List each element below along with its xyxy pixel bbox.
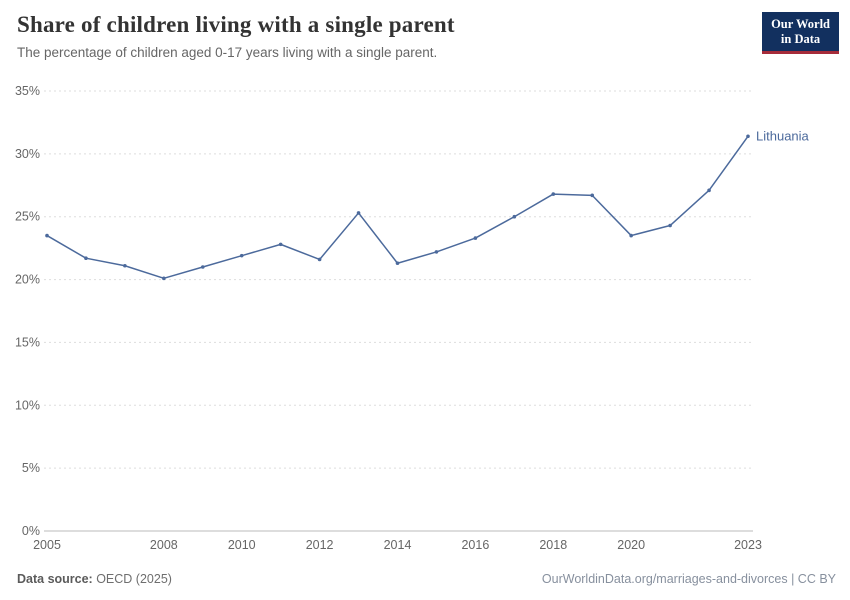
y-tick-label: 15% <box>15 335 40 349</box>
header-text: Share of children living with a single p… <box>17 12 455 60</box>
y-tick-label: 25% <box>15 210 40 224</box>
data-point <box>707 188 711 193</box>
y-tick-label: 20% <box>15 273 40 287</box>
x-tick-label: 2008 <box>150 538 178 552</box>
x-tick-label: 2005 <box>33 538 61 552</box>
data-point <box>317 257 322 262</box>
data-point <box>395 261 400 266</box>
data-point <box>746 134 750 139</box>
x-tick-label: 2010 <box>228 538 256 552</box>
data-point <box>434 250 439 254</box>
data-point <box>512 214 517 219</box>
data-point <box>356 211 361 215</box>
data-point <box>162 276 166 281</box>
logo-text-line1: Our World <box>771 17 830 31</box>
data-point <box>123 263 127 268</box>
data-line <box>46 135 749 280</box>
data-point <box>629 233 633 238</box>
series-end-label: Lithuania <box>756 128 810 143</box>
x-tick-label: 2023 <box>734 538 762 552</box>
data-point <box>239 253 244 258</box>
owid-logo: Our World in Data <box>762 12 839 54</box>
x-tick-label: 2014 <box>384 538 412 552</box>
attribution-link[interactable]: OurWorldinData.org/marriages-and-divorce… <box>541 572 836 586</box>
chart-subtitle: The percentage of children aged 0-17 yea… <box>17 45 438 60</box>
data-point <box>200 265 205 269</box>
data-point <box>551 192 556 196</box>
data-point <box>278 242 283 247</box>
data-source-label: Data source: <box>17 572 93 586</box>
logo-text-line2: in Data <box>780 32 821 46</box>
data-point <box>473 236 478 240</box>
y-tick-label: 0% <box>22 524 40 538</box>
y-tick-label: 30% <box>15 147 40 161</box>
x-tick-label: 2020 <box>617 538 645 552</box>
data-point <box>84 256 88 260</box>
y-tick-label: 35% <box>15 84 40 98</box>
chart-header: Share of children living with a single p… <box>17 12 839 60</box>
chart-area: 0% 5% 10% 15% 20% 25% 30% 35% 2005 2008 2010 2012 20… <box>0 78 850 560</box>
data-source: Data source: OECD (2025) <box>17 572 172 586</box>
x-tick-label: 2016 <box>461 538 489 552</box>
x-tick-label: 2018 <box>539 538 567 552</box>
data-point <box>590 193 595 198</box>
x-tick-label: 2012 <box>306 538 334 552</box>
data-point <box>668 223 672 228</box>
data-source-value: OECD (2025) <box>92 572 172 586</box>
line-chart: 0% 5% 10% 15% 20% 25% 30% 35% 2005 2008 2010 2012 20… <box>15 84 810 552</box>
chart-title: Share of children living with a single p… <box>17 12 455 37</box>
chart-footer: Data source: OECD (2025) OurWorldinData.… <box>17 572 836 586</box>
data-point <box>45 233 49 238</box>
y-tick-label: 5% <box>22 461 40 475</box>
y-tick-label: 10% <box>15 398 40 412</box>
